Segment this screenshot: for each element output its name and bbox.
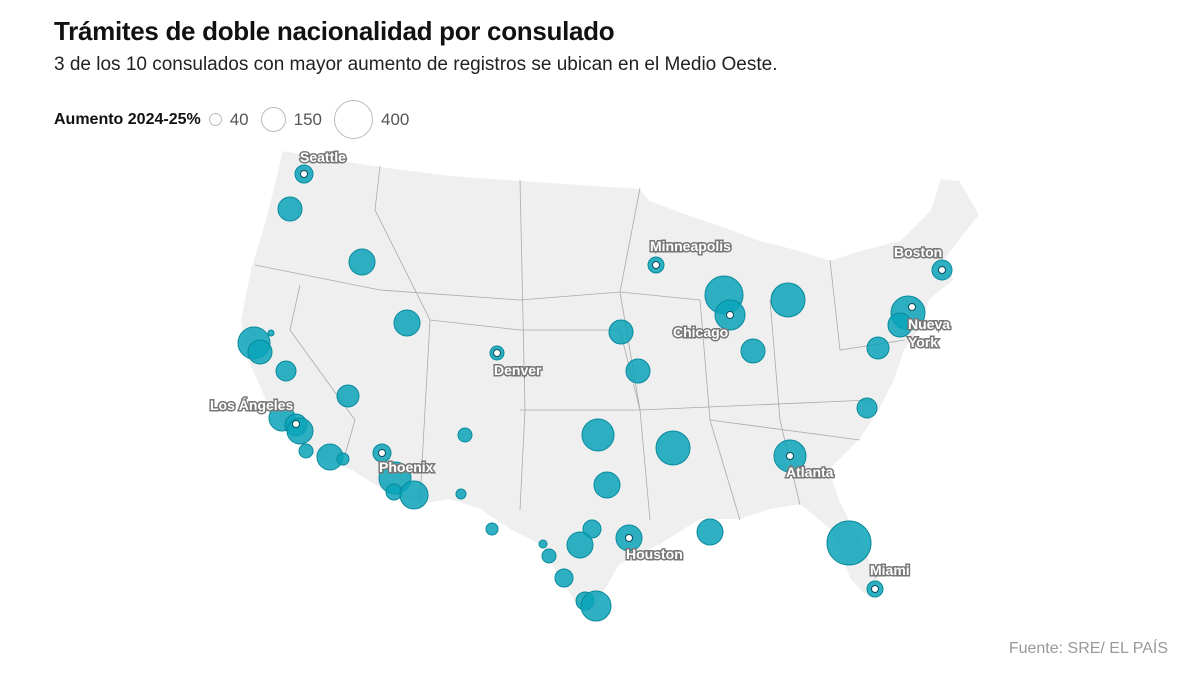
consulate-bubble[interactable] [554,568,574,588]
consulate-bubble[interactable] [385,483,403,501]
consulate-bubble[interactable] [286,417,314,445]
city-marker [786,452,794,460]
city-label: Los Ángeles [210,397,293,413]
city-marker [300,170,308,178]
consulate-bubble[interactable] [457,427,473,443]
consulate-bubble[interactable] [336,384,360,408]
consulate-bubble[interactable] [696,518,724,546]
consulate-bubble[interactable] [277,196,303,222]
city-label: Phoenix [379,459,434,475]
city-marker [652,261,660,269]
size-legend: Aumento 2024-25% 40 150 400 [54,100,413,139]
legend-title: Aumento 2024-25% [54,110,201,128]
consulate-bubble[interactable] [625,358,651,384]
consulate-bubble[interactable] [566,531,594,559]
consulate-bubble[interactable] [541,548,557,564]
consulate-bubble[interactable] [267,329,275,337]
consulate-bubble[interactable] [538,539,548,549]
consulate-bubble[interactable] [348,248,376,276]
city-label: Atlanta [786,464,834,480]
city-marker [625,534,633,542]
chart-subtitle: 3 de los 10 consulados con mayor aumento… [54,54,778,75]
city-label: Minneapolis [650,238,731,254]
city-marker [871,585,879,593]
consulate-bubble[interactable] [655,430,691,466]
labeled-city-dots [292,170,946,593]
city-label: Boston [894,244,942,260]
legend-circle-small [208,113,222,126]
chart-title: Trámites de doble nacionalidad por consu… [54,16,615,46]
consulate-bubble[interactable] [247,339,273,365]
city-marker [938,266,946,274]
consulate-bubble[interactable] [740,338,766,364]
consulate-bubble[interactable] [826,520,872,566]
city-label: Seattle [300,149,346,165]
city-label: York [908,334,938,350]
consulate-bubble[interactable] [399,480,429,510]
consulate-bubble[interactable] [856,397,878,419]
city-label: Nueva [908,316,950,332]
legend-label: 400 [381,109,410,129]
consulate-bubble[interactable] [485,522,499,536]
city-label: Denver [494,362,542,378]
city-marker [908,303,916,311]
source-note: Fuente: SRE/ EL PAÍS [1008,640,1168,657]
consulate-bubble[interactable] [580,590,612,622]
legend-label: 150 [293,109,323,129]
consulate-bubble[interactable] [275,360,297,382]
city-label: Miami [870,562,910,578]
city-marker [292,420,300,428]
consulate-bubble[interactable] [593,471,621,499]
city-label: Chicago [673,324,728,340]
consulate-bubble[interactable] [581,418,615,452]
consulate-bubble[interactable] [887,312,913,338]
consulate-bubble[interactable] [393,309,421,337]
city-marker [726,311,734,319]
consulate-bubble[interactable] [582,519,602,539]
consulate-bubble[interactable] [770,282,806,318]
consulate-bubble[interactable] [336,452,350,466]
legend-circle-medium [260,107,286,132]
legend-circle-large [334,100,374,139]
city-label: Houston [626,546,683,562]
consulate-bubble[interactable] [608,319,634,345]
city-marker [378,449,386,457]
consulate-bubble[interactable] [866,336,890,360]
consulate-bubbles [237,164,953,622]
legend-label: 40 [229,109,249,129]
consulate-bubble[interactable] [455,488,467,500]
city-labels: Seattle Minneapolis Boston Chicago Nueva… [209,148,952,580]
city-marker [493,349,501,357]
consulate-bubble[interactable] [298,443,314,459]
